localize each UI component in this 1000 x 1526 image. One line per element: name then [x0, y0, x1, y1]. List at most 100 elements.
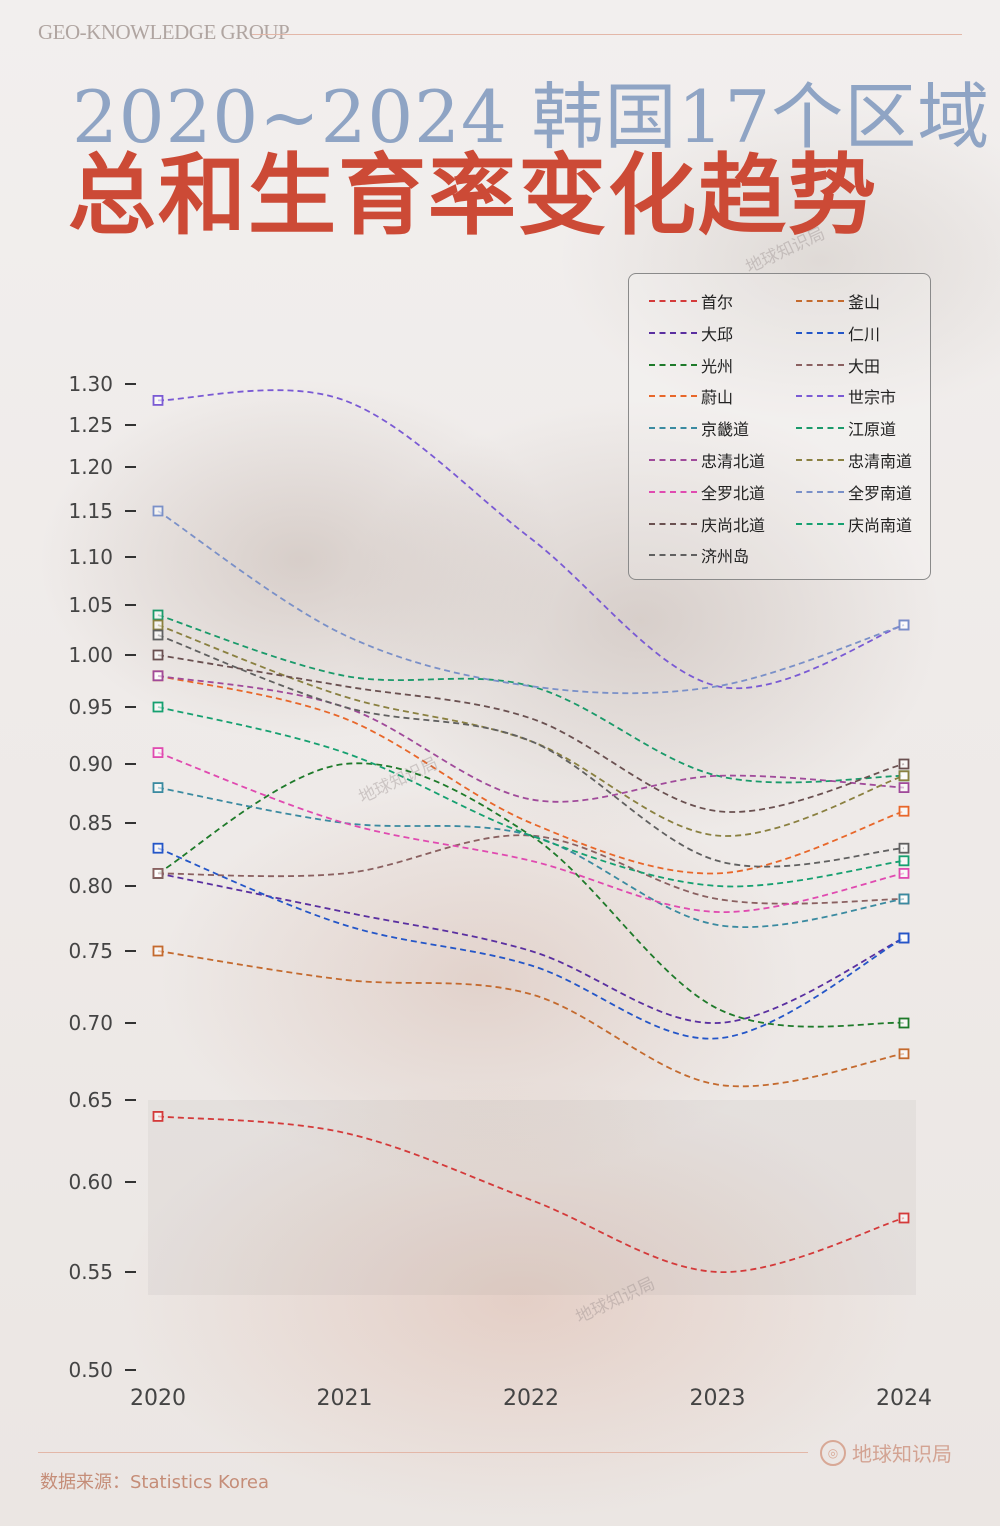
y-tick-label: 0.50 — [68, 1358, 113, 1382]
series-line — [157, 674, 905, 875]
y-tick-label: 1.10 — [68, 545, 113, 569]
data-point-marker — [898, 805, 910, 817]
series-line — [157, 674, 905, 803]
legend-label: 庆尚北道 — [701, 515, 766, 535]
data-point-marker — [898, 1212, 910, 1224]
legend-label: 仁川 — [848, 324, 881, 344]
legend-label: 忠清南道 — [848, 452, 913, 471]
series-line — [157, 751, 905, 913]
legend-label: 大邱 — [701, 324, 734, 344]
series-line — [157, 762, 905, 1028]
data-point-marker — [152, 649, 164, 661]
legend-label: 京畿道 — [701, 420, 750, 440]
legend-swatch — [796, 427, 844, 430]
chart-title-line2: 总和生育率变化趋势 — [68, 143, 879, 247]
legend-label: 首尔 — [701, 293, 734, 312]
y-tick-label: 0.95 — [68, 695, 113, 719]
legend-swatch — [796, 459, 844, 461]
y-tick-label: 0.85 — [68, 811, 113, 835]
data-point-marker — [898, 842, 910, 854]
legend-item: 庆尚南道 — [796, 514, 913, 535]
legend-item: 江原道 — [796, 418, 896, 439]
y-tick-label: 1.15 — [68, 499, 113, 523]
y-tick-label: 0.75 — [68, 939, 113, 963]
legend-item: 庆尚北道 — [649, 514, 766, 535]
data-point-marker — [152, 1111, 164, 1122]
legend-swatch — [796, 331, 844, 334]
legend-item: 大邱 — [649, 323, 734, 344]
legend-label: 济州岛 — [701, 547, 750, 567]
legend-swatch — [796, 395, 844, 398]
data-point-marker — [898, 782, 910, 793]
legend-label: 全罗北道 — [701, 483, 766, 503]
y-tick-label: 1.05 — [68, 593, 113, 617]
series-line — [157, 634, 905, 868]
legend-label: 忠清北道 — [701, 452, 766, 471]
legend-item: 济州岛 — [649, 545, 750, 567]
data-point-marker — [898, 1017, 910, 1029]
x-tick-label: 2022 — [503, 1386, 559, 1411]
y-tick-label: 1.25 — [68, 413, 113, 437]
data-source: 数据来源：Statistics Korea — [40, 1472, 270, 1493]
data-point-marker — [898, 770, 910, 782]
legend-swatch — [649, 395, 697, 398]
legend-label: 大田 — [848, 356, 881, 376]
y-tick-label: 0.60 — [68, 1170, 113, 1194]
legend-item: 全罗北道 — [649, 482, 766, 503]
data-point-marker — [898, 893, 910, 905]
legend-swatch — [649, 522, 697, 525]
y-tick-label: 1.00 — [68, 643, 113, 667]
legend-label: 光州 — [701, 356, 734, 376]
globe-logo-icon: ◎ — [820, 1439, 846, 1466]
data-point-marker — [152, 609, 164, 621]
y-tick-label: 1.20 — [68, 455, 113, 479]
series-line — [157, 872, 905, 1024]
legend-item: 釜山 — [796, 291, 881, 312]
series-line — [157, 1115, 905, 1273]
data-point-marker — [152, 842, 164, 854]
series-line — [157, 706, 905, 888]
x-tick-label: 2023 — [690, 1386, 746, 1411]
x-tick-label: 2021 — [317, 1386, 373, 1411]
footer-divider — [38, 1452, 808, 1453]
y-tick-label: 0.80 — [68, 874, 113, 898]
series-line — [157, 389, 905, 689]
legend-label: 世宗市 — [848, 388, 897, 408]
data-point-marker — [898, 855, 910, 867]
series-line — [157, 786, 905, 929]
data-point-marker — [152, 394, 164, 406]
data-point-marker — [898, 868, 910, 879]
x-tick-label: 2020 — [130, 1386, 186, 1411]
legend-swatch — [796, 490, 844, 493]
series-line — [157, 834, 905, 905]
legend-item: 世宗市 — [796, 386, 897, 408]
legend-swatch — [649, 427, 697, 430]
series-line — [157, 847, 905, 1040]
data-point-marker — [152, 945, 164, 957]
y-tick-label: 0.55 — [68, 1260, 113, 1284]
data-point-marker — [898, 932, 910, 944]
data-point-marker — [898, 1048, 910, 1060]
legend-swatch — [649, 363, 697, 366]
legend-item: 仁川 — [796, 323, 881, 344]
legend-item: 京畿道 — [649, 418, 750, 440]
series-line — [157, 950, 905, 1088]
legend-label: 釜山 — [848, 293, 881, 312]
data-point-marker — [152, 782, 164, 793]
data-point-marker — [898, 758, 910, 770]
data-point-marker — [152, 747, 164, 758]
data-point-marker — [152, 629, 164, 641]
legend-label: 庆尚南道 — [848, 515, 913, 535]
legend-item: 光州 — [649, 355, 734, 376]
legend-swatch — [796, 522, 844, 525]
y-tick-label: 0.70 — [68, 1011, 113, 1035]
data-point-marker — [898, 619, 910, 631]
legend-swatch — [649, 331, 697, 334]
legend-item: 全罗南道 — [796, 482, 912, 503]
y-axis: 1.30 1.25 1.20 1.15 1.10 1.05 1.00 0.95 0.90 0.85… — [68, 372, 136, 1382]
legend-swatch — [649, 490, 697, 493]
data-point-marker — [152, 868, 164, 879]
legend-swatch — [649, 554, 697, 557]
